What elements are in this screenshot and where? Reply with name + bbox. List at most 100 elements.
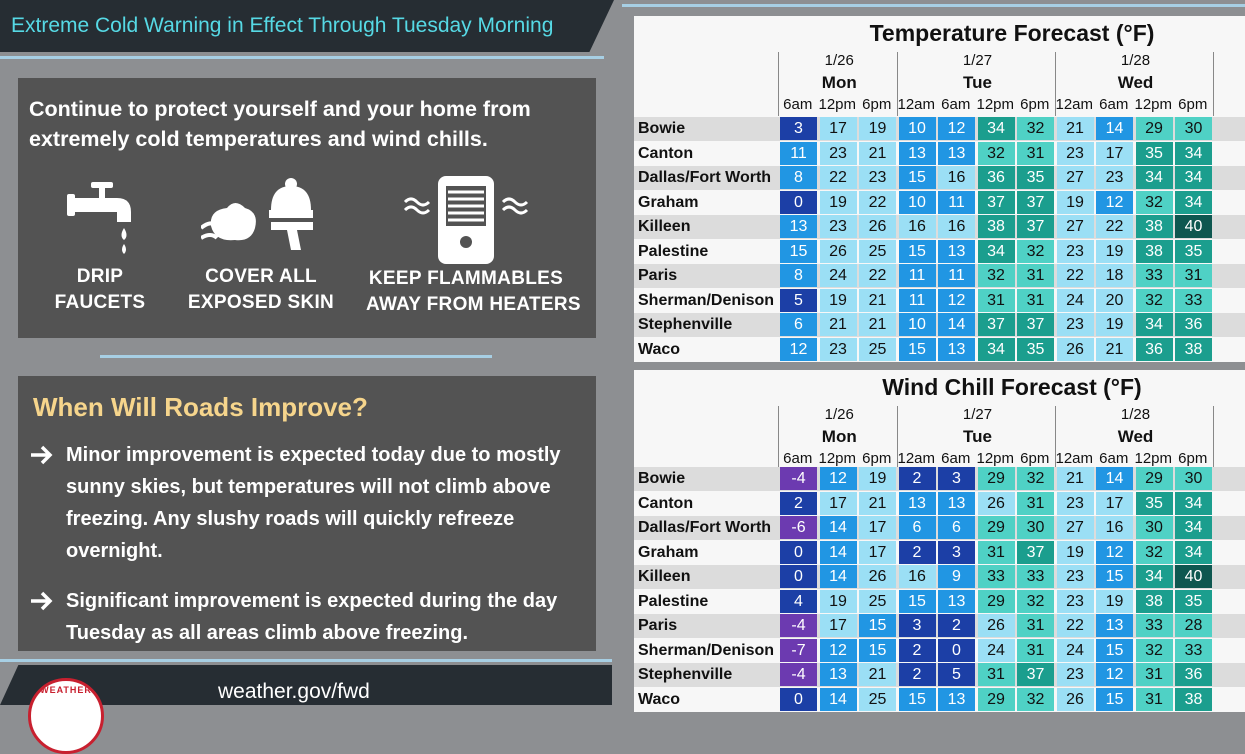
forecast-value-cell: 29 bbox=[977, 467, 1015, 490]
forecast-value-cell: 2 bbox=[780, 491, 817, 515]
forecast-value-cell: 17 bbox=[819, 117, 857, 140]
forecast-city: Stephenville bbox=[638, 666, 733, 683]
forecast-date: 1/26 bbox=[824, 52, 854, 69]
forecast-row: Stephenville 6 21 21 10 14 37 37 23 19 34 36 bbox=[634, 313, 1245, 337]
forecast-group-divider bbox=[1212, 52, 1214, 116]
forecast-city: Paris bbox=[638, 617, 678, 634]
tip-label-line1: COVER ALL bbox=[205, 266, 317, 287]
forecast-value-cell: 30 bbox=[1175, 467, 1212, 490]
forecast-value-cell: 13 bbox=[938, 589, 975, 613]
forecast-value-cell: 9 bbox=[938, 565, 975, 588]
forecast-hour: 12pm bbox=[1134, 450, 1173, 467]
forecast-city: Palestine bbox=[638, 242, 709, 260]
forecast-value-cell: 15 bbox=[898, 166, 936, 189]
forecast-hour: 6am bbox=[783, 96, 813, 113]
forecast-value-cell: 19 bbox=[819, 190, 857, 214]
forecast-value-cell: 32 bbox=[1135, 190, 1173, 214]
forecast-date: 1/26 bbox=[824, 406, 854, 423]
forecast-value-cell: 13 bbox=[898, 491, 936, 515]
forecast-value-cell: 17 bbox=[819, 614, 857, 637]
forecast-value-cell: 16 bbox=[938, 166, 975, 189]
forecast-hour: 6am bbox=[941, 96, 971, 113]
warning-banner-title: Extreme Cold Warning in Effect Through T… bbox=[11, 14, 554, 37]
forecast-row: Palestine 4 19 25 15 13 29 32 23 19 38 35 bbox=[634, 589, 1245, 614]
forecast-hour: 12am bbox=[897, 450, 936, 467]
forecast-group-divider bbox=[778, 52, 779, 116]
forecast-value-cell: 26 bbox=[819, 239, 857, 263]
forecast-value-cell: 34 bbox=[1175, 540, 1212, 564]
forecast-day: Tue bbox=[963, 73, 992, 92]
forecast-value-cell: 2 bbox=[898, 663, 936, 686]
forecast-value-cell: 2 bbox=[898, 638, 936, 662]
forecast-row: Paris 8 24 22 11 11 32 31 22 18 33 31 bbox=[634, 264, 1245, 288]
roads-bullet-1: Minor improvement is expected today due … bbox=[29, 439, 585, 567]
forecast-value-cell: 14 bbox=[819, 516, 857, 539]
forecast-value-cell: 38 bbox=[1135, 589, 1173, 613]
forecast-hour: 12pm bbox=[818, 450, 857, 467]
forecast-date: 1/27 bbox=[962, 52, 993, 69]
forecast-value-cell: 21 bbox=[859, 288, 896, 312]
forecast-hour: 12pm bbox=[818, 96, 857, 113]
forecast-row: Bowie 3 17 19 10 12 34 32 21 14 29 30 bbox=[634, 117, 1245, 141]
forecast-value-cell: 2 bbox=[898, 467, 936, 490]
forecast-value-cell: 14 bbox=[819, 540, 857, 564]
forecast-hour: 12am bbox=[1055, 450, 1094, 467]
forecast-value-cell: 24 bbox=[819, 264, 857, 287]
section-divider bbox=[100, 355, 492, 358]
warning-banner bbox=[0, 0, 614, 52]
forecast-value-cell: 40 bbox=[1175, 565, 1212, 588]
forecast-value-cell: 27 bbox=[1056, 166, 1094, 189]
forecast-value-cell: 37 bbox=[1017, 663, 1054, 686]
forecast-value-cell: 18 bbox=[1096, 264, 1133, 287]
forecast-value-cell: 19 bbox=[859, 467, 896, 490]
forecast-value-cell: 22 bbox=[1056, 264, 1094, 287]
forecast-top-divider bbox=[622, 4, 1245, 7]
footer-website-link[interactable]: weather.gov/fwd bbox=[218, 680, 370, 703]
forecast-value-cell: 23 bbox=[819, 337, 857, 361]
forecast-value-cell: 36 bbox=[1135, 337, 1173, 361]
forecast-value-cell: 11 bbox=[938, 190, 975, 214]
tip-label-line2: EXPOSED SKIN bbox=[187, 292, 335, 313]
forecast-value-cell: 23 bbox=[819, 215, 857, 238]
forecast-value-cell: 32 bbox=[1135, 540, 1173, 564]
forecast-hour: 12am bbox=[1055, 96, 1094, 113]
forecast-value-cell: 30 bbox=[1175, 117, 1212, 140]
forecast-value-cell: 32 bbox=[1135, 288, 1173, 312]
temperature-forecast-table: Temperature Forecast (°F) 1/26 Mon 6am 12pm 6… bbox=[634, 16, 1245, 362]
tip-cover-skin: COVER ALL EXPOSED SKIN bbox=[186, 176, 336, 316]
forecast-value-cell: 32 bbox=[977, 141, 1015, 165]
forecast-row: Graham 0 19 22 10 11 37 37 19 12 32 34 bbox=[634, 190, 1245, 215]
forecast-value-cell: 17 bbox=[1096, 491, 1133, 515]
forecast-date: 1/28 bbox=[1120, 52, 1151, 69]
cold-skin-icon bbox=[201, 178, 313, 250]
forecast-value-cell: 19 bbox=[1096, 589, 1133, 613]
forecast-value-cell: 35 bbox=[1135, 141, 1173, 165]
forecast-value-cell: 35 bbox=[1017, 166, 1054, 189]
forecast-value-cell: 22 bbox=[1056, 614, 1094, 637]
forecast-value-cell: 34 bbox=[977, 239, 1015, 263]
forecast-value-cell: 19 bbox=[1056, 190, 1094, 214]
left-panel: Extreme Cold Warning in Effect Through T… bbox=[0, 0, 622, 754]
forecast-value-cell: 19 bbox=[819, 589, 857, 613]
forecast-city: Graham bbox=[638, 193, 699, 211]
forecast-value-cell: 37 bbox=[977, 313, 1015, 336]
cold-safety-tips-panel: Continue to protect yourself and your ho… bbox=[18, 78, 596, 338]
forecast-value-cell: 35 bbox=[1017, 337, 1054, 361]
forecast-value-cell: 10 bbox=[898, 313, 936, 336]
forecast-city: Dallas/Fort Worth bbox=[638, 169, 772, 186]
footer-divider bbox=[0, 659, 612, 662]
forecast-value-cell: 11 bbox=[898, 264, 936, 287]
forecast-city: Stephenville bbox=[638, 316, 733, 333]
forecast-value-cell: 37 bbox=[1017, 540, 1054, 564]
forecast-value-cell: 19 bbox=[1096, 313, 1133, 336]
forecast-value-cell: 11 bbox=[938, 264, 975, 287]
forecast-value-cell: 0 bbox=[938, 638, 975, 662]
forecast-value-cell: 14 bbox=[1096, 467, 1133, 490]
forecast-date: 1/27 bbox=[962, 406, 993, 423]
forecast-row: Paris -4 17 15 3 2 26 31 22 13 33 28 bbox=[634, 614, 1245, 638]
roads-bullet-text: Significant improvement is expected duri… bbox=[66, 590, 558, 644]
forecast-value-cell: 12 bbox=[1096, 540, 1133, 564]
forecast-city: Killeen bbox=[638, 568, 691, 585]
forecast-hour: 6am bbox=[1099, 450, 1129, 467]
forecast-value-cell: 13 bbox=[780, 215, 817, 238]
